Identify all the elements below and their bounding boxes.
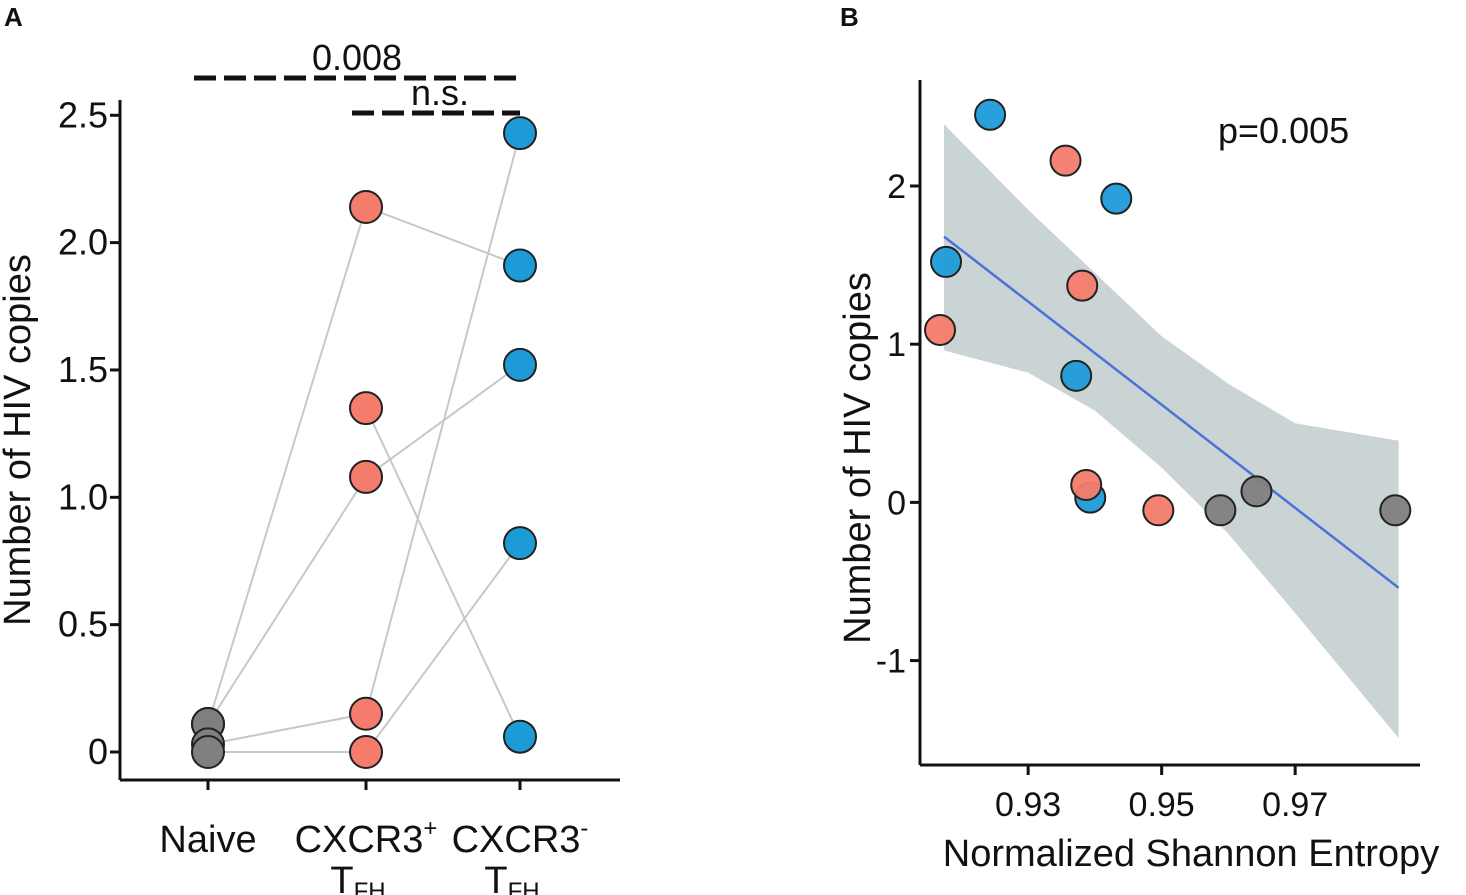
x-tick-label-text: Naive bbox=[159, 819, 256, 861]
x-tick-label: 0.95 bbox=[1129, 786, 1195, 824]
x-tick-label-text: T bbox=[484, 860, 507, 895]
fit-line bbox=[943, 235, 1400, 589]
pair-line bbox=[365, 206, 521, 267]
point bbox=[930, 245, 963, 278]
x-tick-label-sub: FH bbox=[354, 878, 386, 895]
x-tick-label-sub: FH bbox=[508, 878, 540, 895]
x-tick-label: TFH bbox=[330, 860, 385, 895]
pair-line bbox=[207, 476, 367, 725]
point bbox=[349, 696, 383, 731]
confidence-band bbox=[944, 124, 1399, 739]
point bbox=[1070, 468, 1103, 501]
y-tick-label: 1.5 bbox=[58, 349, 108, 390]
y-axis-label: Number of HIV copies bbox=[837, 272, 879, 644]
y-tick-label: 0.5 bbox=[58, 604, 108, 645]
point bbox=[349, 391, 383, 426]
panel-label: A bbox=[4, 2, 23, 32]
comparison-label: n.s. bbox=[411, 72, 469, 113]
pair-line bbox=[365, 407, 521, 738]
pair-line bbox=[207, 206, 367, 725]
y-tick-label: 1.0 bbox=[58, 476, 108, 517]
point bbox=[349, 734, 383, 769]
point bbox=[924, 313, 957, 346]
x-tick-label: TFH bbox=[484, 860, 539, 895]
pair-line bbox=[365, 542, 521, 753]
annotation: p=0.005 bbox=[1218, 110, 1349, 151]
x-tick-label-text: CXCR3 bbox=[452, 819, 581, 861]
x-tick-label: Naive bbox=[159, 819, 256, 861]
x-tick-label-sup: - bbox=[580, 815, 588, 842]
y-tick-label: 0 bbox=[88, 731, 108, 772]
point bbox=[1240, 475, 1273, 508]
point bbox=[1049, 144, 1082, 177]
panel-label: B bbox=[840, 2, 859, 32]
point bbox=[1142, 494, 1175, 527]
point bbox=[1204, 494, 1237, 527]
point bbox=[1379, 494, 1412, 527]
x-tick-label-text: CXCR3 bbox=[295, 819, 424, 861]
pair-line bbox=[207, 712, 367, 746]
point bbox=[1060, 359, 1093, 392]
x-tick-label: CXCR3- bbox=[452, 815, 589, 861]
x-tick-label: 0.97 bbox=[1262, 786, 1328, 824]
y-tick-label: 2 bbox=[887, 168, 906, 206]
y-tick-label: -1 bbox=[876, 643, 906, 681]
x-tick-label-sup: + bbox=[423, 815, 437, 842]
y-tick-label: 0 bbox=[887, 484, 906, 522]
point bbox=[191, 734, 225, 769]
point bbox=[503, 116, 537, 151]
pair-line bbox=[365, 132, 521, 715]
point bbox=[974, 98, 1007, 131]
comparison-label: 0.008 bbox=[312, 37, 402, 78]
y-tick-label: 1 bbox=[887, 326, 906, 364]
point bbox=[1100, 182, 1133, 215]
point bbox=[503, 719, 537, 754]
x-tick-label: CXCR3+ bbox=[295, 815, 438, 861]
point bbox=[349, 189, 383, 224]
y-tick-label: 2.5 bbox=[58, 94, 108, 135]
x-tick-label: 0.93 bbox=[995, 786, 1061, 824]
y-tick-label: 2.0 bbox=[58, 222, 108, 263]
point bbox=[503, 347, 537, 382]
point bbox=[503, 248, 537, 283]
y-axis-label: Number of HIV copies bbox=[0, 254, 39, 626]
point bbox=[503, 526, 537, 561]
x-tick-label-text: T bbox=[330, 860, 353, 895]
x-axis-label: Normalized Shannon Entropy bbox=[943, 833, 1439, 875]
point bbox=[1066, 269, 1099, 302]
point bbox=[349, 459, 383, 494]
